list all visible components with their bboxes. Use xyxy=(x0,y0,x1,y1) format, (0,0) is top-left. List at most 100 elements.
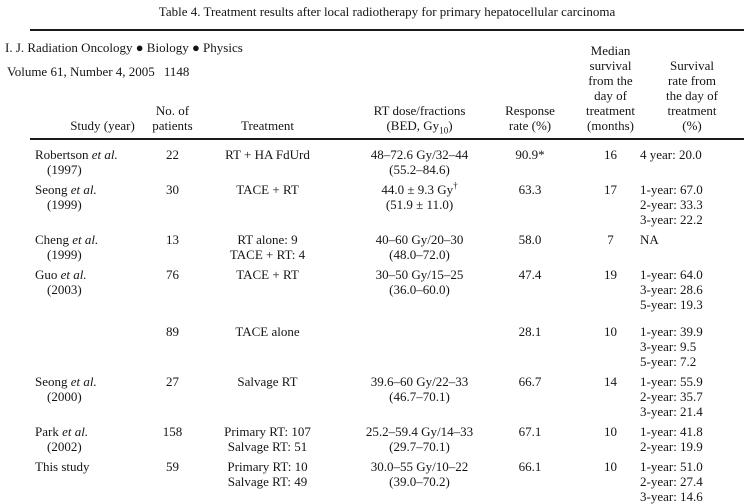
col-header-response: Response rate (%) xyxy=(495,33,565,140)
treatment-cell: TACE + RT xyxy=(205,177,330,227)
study-year: (2000) xyxy=(47,389,82,404)
col-header-patients: No. of patients xyxy=(140,33,205,140)
study-cell xyxy=(30,312,140,369)
study-year: (2002) xyxy=(47,439,82,454)
median-cell: 10 xyxy=(604,424,617,439)
survival-cell: NA xyxy=(640,227,744,262)
table-row: Cheng et al. (1999) 13 RT alone: 9 TACE … xyxy=(30,227,744,262)
table-row: Robertson et al. (1997) 22 RT + HA FdUrd… xyxy=(30,139,744,177)
survival-line: 1-year: 51.0 xyxy=(640,459,703,474)
median-cell: 10 xyxy=(604,324,617,339)
study-etal: et al. xyxy=(60,267,87,282)
table-row: Park et al. (2002) 158 Primary RT: 107 S… xyxy=(30,419,744,454)
col-header-study: Study (year) xyxy=(30,33,140,140)
dose-line: (36.0–60.0) xyxy=(389,282,450,297)
treatment-line: RT + HA FdUrd xyxy=(225,147,310,162)
study-cell: Seong et al. (2000) xyxy=(30,369,140,419)
treatment-line: Salvage RT: 49 xyxy=(227,474,308,489)
treatment-line: Primary RT: 10 xyxy=(227,459,308,474)
col-header-median-survival: Median survival from the day of treatmen… xyxy=(565,33,640,140)
treatment-cell: RT alone: 9 TACE + RT: 4 xyxy=(205,227,330,262)
table-row: This study 59 Primary RT: 10 Salvage RT:… xyxy=(30,454,744,504)
dose-line: (51.9 ± 11.0) xyxy=(385,197,454,212)
treatment-line: TACE + RT: 4 xyxy=(229,247,306,262)
treatment-line: Primary RT: 107 xyxy=(224,424,311,439)
study-name: Seong xyxy=(35,182,68,197)
study-name: Robertson xyxy=(35,147,89,162)
study-year: (2003) xyxy=(47,282,82,297)
study-cell: Guo et al. (2003) xyxy=(30,262,140,312)
dose-line: (29.7–70.1) xyxy=(389,439,450,454)
study-cell: Seong et al. (1999) xyxy=(30,177,140,227)
dose-line: 48–72.6 Gy/32–44 xyxy=(370,147,469,162)
study-etal: et al. xyxy=(72,232,99,247)
treatment-cell: RT + HA FdUrd xyxy=(205,139,330,177)
response-cell: 28.1 xyxy=(518,324,542,339)
treatment-cell: TACE alone xyxy=(205,312,330,369)
study-cell: Robertson et al. (1997) xyxy=(30,139,140,177)
survival-line: 1-year: 55.9 xyxy=(640,374,703,389)
dose-cell: 30.0–55 Gy/10–22 (39.0–70.2) xyxy=(330,454,495,504)
survival-line: 2-year: 19.9 xyxy=(640,439,703,454)
survival-line: 3-year: 14.6 xyxy=(640,489,703,504)
study-name: Guo xyxy=(35,267,58,282)
dose-line: (39.0–70.2) xyxy=(389,474,450,489)
survival-cell: 1-year: 67.0 2-year: 33.3 3-year: 22.2 xyxy=(640,177,744,227)
survival-cell: 1-year: 39.9 3-year: 9.5 5-year: 7.2 xyxy=(640,312,744,369)
survival-cell: 4 year: 20.0 xyxy=(640,139,744,177)
patients-cell: 59 xyxy=(166,459,179,474)
response-cell: 63.3 xyxy=(518,182,542,197)
col-header-dose: RT dose/fractions (BED, Gy10) xyxy=(330,33,495,140)
treatment-cell: Primary RT: 10 Salvage RT: 49 xyxy=(205,454,330,504)
dose-line: (55.2–84.6) xyxy=(389,162,450,177)
treatment-cell: Primary RT: 107 Salvage RT: 51 xyxy=(205,419,330,454)
survival-line: 3-year: 28.6 xyxy=(640,282,703,297)
study-year: (1999) xyxy=(47,247,82,262)
survival-line: 5-year: 19.3 xyxy=(640,297,703,312)
median-cell: 7 xyxy=(607,232,614,247)
survival-line: 1-year: 41.8 xyxy=(640,424,703,439)
dose-line: (48.0–72.0) xyxy=(389,247,450,262)
patients-cell: 89 xyxy=(166,324,179,339)
dose-line: 30.0–55 Gy/10–22 xyxy=(370,459,469,474)
survival-cell: 1-year: 55.9 2-year: 35.7 3-year: 21.4 xyxy=(640,369,744,419)
study-name: This study xyxy=(35,459,90,474)
response-cell: 66.1 xyxy=(518,459,542,474)
patients-cell: 27 xyxy=(166,374,179,389)
study-cell: Park et al. (2002) xyxy=(30,419,140,454)
dose-line: 40–60 Gy/20–30 xyxy=(375,232,464,247)
patients-cell: 30 xyxy=(166,182,179,197)
treatment-results-table: Study (year) No. of patients Treatment R… xyxy=(30,33,744,504)
study-etal: et al. xyxy=(70,182,97,197)
survival-line: NA xyxy=(640,232,659,247)
study-name: Park xyxy=(35,424,59,439)
patients-cell: 76 xyxy=(166,267,179,282)
table-row: 89 TACE alone 28.1 10 1-year: 39.9 3-yea… xyxy=(30,312,744,369)
median-cell: 10 xyxy=(604,459,617,474)
treatment-line: TACE + RT xyxy=(236,267,299,282)
survival-line: 1-year: 39.9 xyxy=(640,324,703,339)
dose-cell: 39.6–60 Gy/22–33 (46.7–70.1) xyxy=(330,369,495,419)
table-title: Table 4. Treatment results after local r… xyxy=(158,4,616,19)
survival-cell: 1-year: 41.8 2-year: 19.9 xyxy=(640,419,744,454)
dose-line: 30–50 Gy/15–25 xyxy=(375,267,464,282)
survival-line: 1-year: 67.0 xyxy=(640,182,703,197)
table-row: Seong et al. (2000) 27 Salvage RT 39.6–6… xyxy=(30,369,744,419)
study-etal: et al. xyxy=(70,374,97,389)
patients-cell: 22 xyxy=(166,147,179,162)
treatment-line: TACE + RT xyxy=(236,182,299,197)
dose-line: 44.0 ± 9.3 Gy† xyxy=(381,180,458,197)
dose-cell xyxy=(330,312,495,369)
response-cell: 66.7 xyxy=(518,374,542,389)
survival-line: 2-year: 33.3 xyxy=(640,197,703,212)
treatment-cell: Salvage RT xyxy=(205,369,330,419)
patients-cell: 158 xyxy=(162,424,183,439)
dose-line: (46.7–70.1) xyxy=(389,389,450,404)
study-etal: et al. xyxy=(62,424,89,439)
study-year: (1999) xyxy=(47,197,82,212)
survival-line: 5-year: 7.2 xyxy=(640,354,697,369)
treatment-cell: TACE + RT xyxy=(205,262,330,312)
study-name: Seong xyxy=(35,374,68,389)
median-cell: 17 xyxy=(604,182,617,197)
survival-line: 4 year: 20.0 xyxy=(640,147,702,162)
